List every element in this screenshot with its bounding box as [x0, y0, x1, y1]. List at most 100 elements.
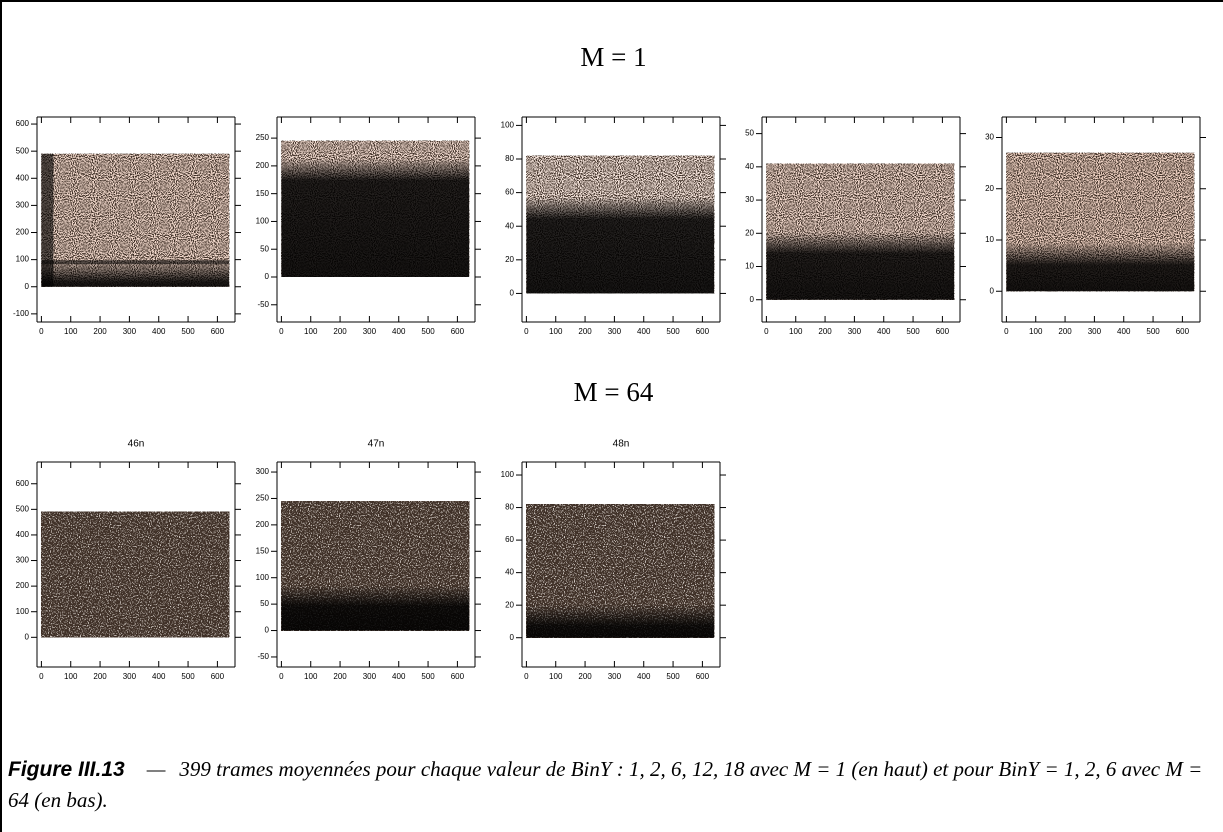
y-tick-label: 40	[745, 162, 754, 171]
y-tick-label: 80	[505, 154, 514, 163]
y-tick-label: 150	[256, 189, 270, 198]
y-tick-label: 500	[16, 146, 30, 155]
x-tick-label: 300	[363, 672, 377, 681]
x-tick-label: 200	[333, 327, 347, 336]
image-shade	[766, 163, 955, 300]
y-tick-label: 200	[256, 520, 270, 529]
y-tick-label: 300	[16, 201, 30, 210]
x-tick-label: 200	[578, 672, 592, 681]
x-tick-label: 0	[524, 672, 529, 681]
y-tick-label: 200	[16, 228, 30, 237]
panel-title: 47n	[368, 439, 385, 450]
y-tick-label: 0	[750, 295, 755, 304]
image-shade	[41, 260, 230, 265]
y-tick-label: 300	[16, 556, 30, 565]
x-tick-label: 200	[93, 672, 107, 681]
image	[526, 155, 715, 294]
y-tick-label: 0	[510, 633, 515, 642]
y-tick-label: -100	[13, 309, 30, 318]
y-tick-label: 100	[256, 217, 270, 226]
y-tick-label: 60	[505, 535, 514, 544]
image-panel: 0 100 200 300 400 500 600 0 10 20 30	[985, 116, 1206, 336]
x-tick-label: 0	[39, 672, 44, 681]
x-tick-label: 300	[123, 672, 137, 681]
image-shade	[281, 140, 470, 277]
x-tick-label: 0	[524, 327, 529, 336]
x-tick-label: 200	[578, 327, 592, 336]
image-shade	[41, 153, 230, 287]
y-tick-label: 20	[985, 184, 994, 193]
image-panel: 48n 0 100 200 300 400 500 600 0 20 40 60 80 100	[501, 439, 726, 681]
y-tick-label: 40	[505, 221, 514, 230]
y-tick-label: 50	[260, 244, 269, 253]
y-tick-label: 200	[256, 161, 270, 170]
x-tick-label: 400	[1117, 327, 1131, 336]
x-tick-label: 200	[93, 327, 107, 336]
x-tick-label: 0	[764, 327, 769, 336]
x-tick-label: 100	[549, 327, 563, 336]
x-tick-label: 500	[181, 672, 195, 681]
panel-title: 46n	[128, 439, 145, 450]
x-tick-label: 0	[279, 672, 284, 681]
x-tick-label: 100	[789, 327, 803, 336]
x-tick-label: 600	[1176, 327, 1190, 336]
x-tick-label: 500	[421, 672, 435, 681]
x-tick-label: 600	[451, 327, 465, 336]
image-panel: 0 100 200 300 400 500 600 0 20 40 60 80 100	[501, 116, 726, 336]
x-tick-label: 600	[936, 327, 950, 336]
x-tick-label: 500	[666, 327, 680, 336]
x-tick-label: 200	[818, 327, 832, 336]
image	[1006, 152, 1195, 292]
x-tick-label: 500	[666, 672, 680, 681]
x-tick-label: 200	[333, 672, 347, 681]
y-tick-label: 100	[16, 255, 30, 264]
x-tick-label: 500	[906, 327, 920, 336]
image-shade	[41, 511, 230, 638]
y-tick-label: 30	[985, 133, 994, 142]
y-tick-label: -50	[257, 652, 269, 661]
x-tick-label: 600	[211, 327, 225, 336]
y-tick-label: 60	[505, 188, 514, 197]
x-tick-label: 600	[696, 327, 710, 336]
x-tick-label: 600	[696, 672, 710, 681]
x-tick-label: 100	[304, 672, 318, 681]
x-tick-label: 500	[421, 327, 435, 336]
image	[281, 140, 470, 277]
x-tick-label: 100	[64, 327, 78, 336]
x-tick-label: 400	[637, 672, 651, 681]
x-tick-label: 0	[39, 327, 44, 336]
image-shade	[526, 155, 715, 294]
x-tick-label: 400	[637, 327, 651, 336]
y-tick-label: 0	[265, 626, 270, 635]
y-tick-label: 20	[505, 600, 514, 609]
y-tick-label: 20	[505, 255, 514, 264]
x-tick-label: 300	[363, 327, 377, 336]
x-tick-label: 400	[877, 327, 891, 336]
section-title: M = 1	[580, 42, 647, 72]
figure-caption: Figure III.13 —399 trames moyennées pour …	[8, 754, 1220, 816]
y-tick-label: 50	[745, 129, 754, 138]
image	[281, 501, 470, 631]
y-tick-label: 100	[501, 470, 515, 479]
x-tick-label: 300	[848, 327, 862, 336]
x-tick-label: 400	[152, 327, 166, 336]
x-tick-label: 500	[181, 327, 195, 336]
x-tick-label: 0	[1004, 327, 1009, 336]
x-tick-label: 500	[1146, 327, 1160, 336]
x-tick-label: 400	[152, 672, 166, 681]
x-tick-label: 300	[608, 327, 622, 336]
section-title: M = 64	[573, 377, 654, 407]
y-tick-label: 50	[260, 599, 269, 608]
y-tick-label: 100	[256, 573, 270, 582]
image-shade	[41, 153, 54, 287]
y-tick-label: 150	[256, 546, 270, 555]
y-tick-label: 100	[16, 607, 30, 616]
y-tick-label: 600	[16, 119, 30, 128]
x-tick-label: 200	[1058, 327, 1072, 336]
y-tick-label: 80	[505, 503, 514, 512]
y-tick-label: 300	[256, 467, 270, 476]
caption-separator: —	[146, 757, 166, 781]
y-tick-label: 0	[990, 286, 995, 295]
y-tick-label: 30	[745, 195, 754, 204]
